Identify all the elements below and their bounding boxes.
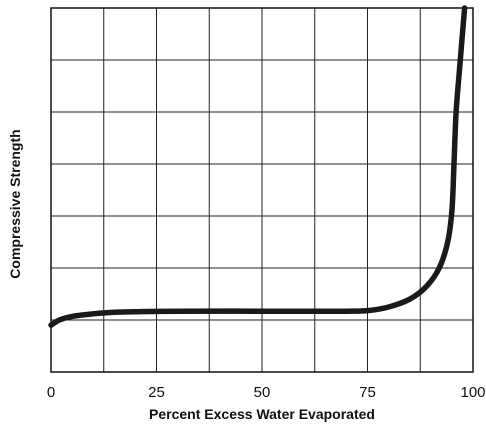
plot-frame: [50, 7, 474, 373]
x-axis-title: Percent Excess Water Evaporated: [149, 406, 375, 422]
x-tick-label: 25: [148, 384, 165, 401]
x-tick-label: 100: [460, 384, 485, 401]
x-tick-label: 50: [254, 384, 271, 401]
x-tick-label: 75: [359, 384, 376, 401]
grid-lines: [51, 8, 473, 372]
x-tick-labels: 0 25 50 75 100: [47, 384, 486, 401]
y-axis-title: Compressive Strength: [7, 129, 23, 278]
x-tick-label: 0: [47, 384, 55, 401]
series-line: [48, 5, 468, 328]
